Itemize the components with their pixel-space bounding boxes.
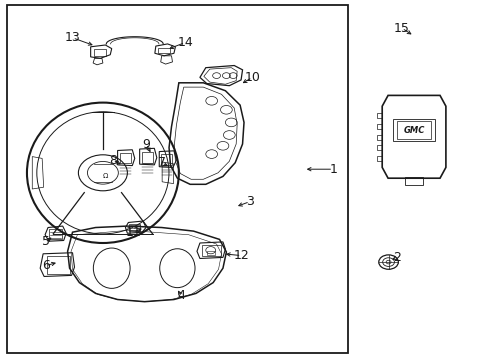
Text: 14: 14 [177,36,193,49]
Bar [377,156,382,161]
Bar [377,124,382,129]
Text: 6: 6 [42,259,49,272]
Bar [7,5,348,353]
Text: 2: 2 [393,251,401,264]
Bar [377,113,382,118]
Bar [120,153,131,163]
Text: 13: 13 [65,31,80,44]
Text: 15: 15 [394,22,410,35]
Text: 12: 12 [234,249,249,262]
Text: 9: 9 [142,138,150,150]
Text: GMC: GMC [403,126,425,135]
Bar [129,224,140,231]
Bar [49,229,62,239]
Bar [397,121,431,139]
Text: 11: 11 [125,226,141,239]
Bar [202,245,220,256]
Text: 1: 1 [329,163,337,176]
Bar [142,152,153,163]
Bar [377,135,382,140]
Text: 4: 4 [177,289,185,302]
Text: 3: 3 [246,195,254,208]
Text: 7: 7 [158,156,166,169]
Bar [207,251,215,255]
Bar [405,177,423,185]
Bar [158,48,170,53]
Bar [161,154,172,165]
Text: 8: 8 [109,154,117,167]
Bar [393,119,435,141]
Text: 10: 10 [245,71,260,84]
Text: Ω: Ω [103,173,108,179]
Bar [377,145,382,150]
Bar [47,256,70,274]
Text: 5: 5 [42,235,49,248]
Bar [94,49,106,56]
